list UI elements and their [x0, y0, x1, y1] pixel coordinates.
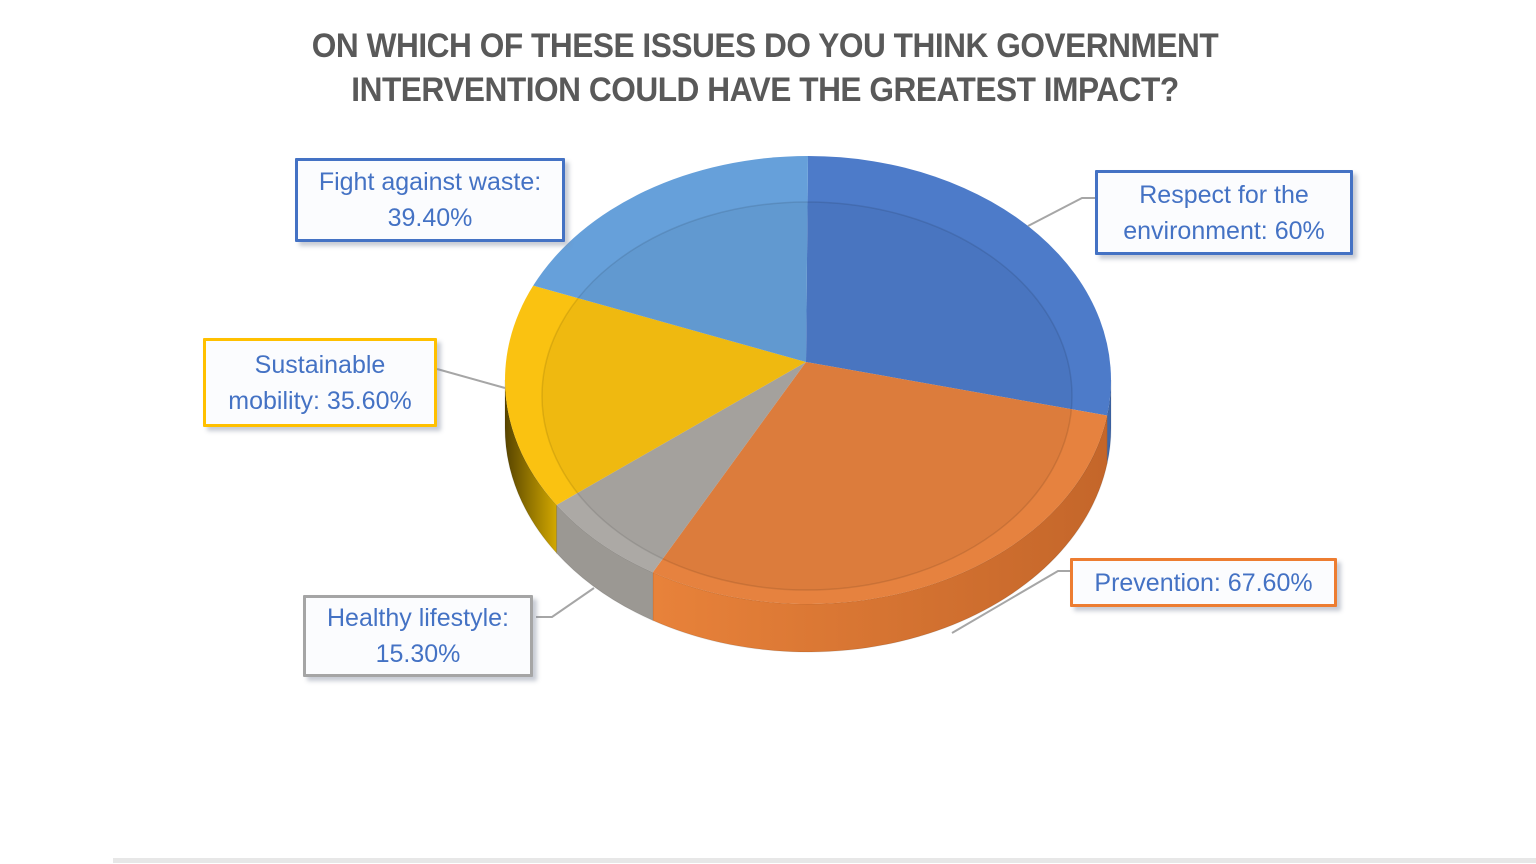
callout-fight-against-waste: Fight against waste: 39.40%	[295, 158, 565, 242]
callout-prevention: Prevention: 67.60%	[1070, 558, 1337, 607]
callout-label: Respect for the	[1139, 180, 1309, 209]
chart-title-line-2: INTERVENTION COULD HAVE THE GREATEST IMP…	[351, 71, 1179, 109]
chart-title-line-1: ON WHICH OF THESE ISSUES DO YOU THINK GO…	[311, 27, 1219, 65]
pie-slice-respect-for-the-environment	[806, 156, 1111, 416]
callout-value: 39.40%	[387, 204, 473, 232]
callout-value: mobility: 35.60%	[228, 386, 412, 415]
callout-value: environment: 60%	[1123, 216, 1325, 245]
callout-label: Sustainable	[254, 350, 386, 379]
pie-bevel-ring	[541, 201, 1073, 591]
pie-slice-sustainable-mobility	[505, 285, 806, 505]
callout-label: Fight against waste:	[318, 168, 542, 196]
pie-slice-fight-against-waste	[533, 156, 808, 362]
leader-line-sustainable-mobility	[436, 368, 506, 389]
callout-respect-environment: Respect for the environment: 60%	[1095, 170, 1353, 255]
leader-line-healthy-lifestyle	[536, 587, 595, 618]
chart-title: ON WHICH OF THESE ISSUES DO YOU THINK GO…	[54, 24, 1477, 112]
pie-slice-prevention	[652, 362, 1108, 604]
pie-slice-healthy-lifestyle	[556, 362, 806, 573]
callout-healthy-lifestyle: Healthy lifestyle: 15.30%	[303, 595, 533, 677]
callout-value: 15.30%	[375, 640, 461, 668]
callout-label: Prevention: 67.60%	[1094, 568, 1313, 597]
callout-sustainable-mobility: Sustainable mobility: 35.60%	[203, 338, 437, 427]
leader-line-prevention	[951, 570, 1071, 634]
callout-label: Healthy lifestyle:	[326, 604, 510, 632]
leader-line-respect-environment	[1027, 197, 1096, 227]
page-bottom-scrollbar-track	[113, 858, 1536, 863]
